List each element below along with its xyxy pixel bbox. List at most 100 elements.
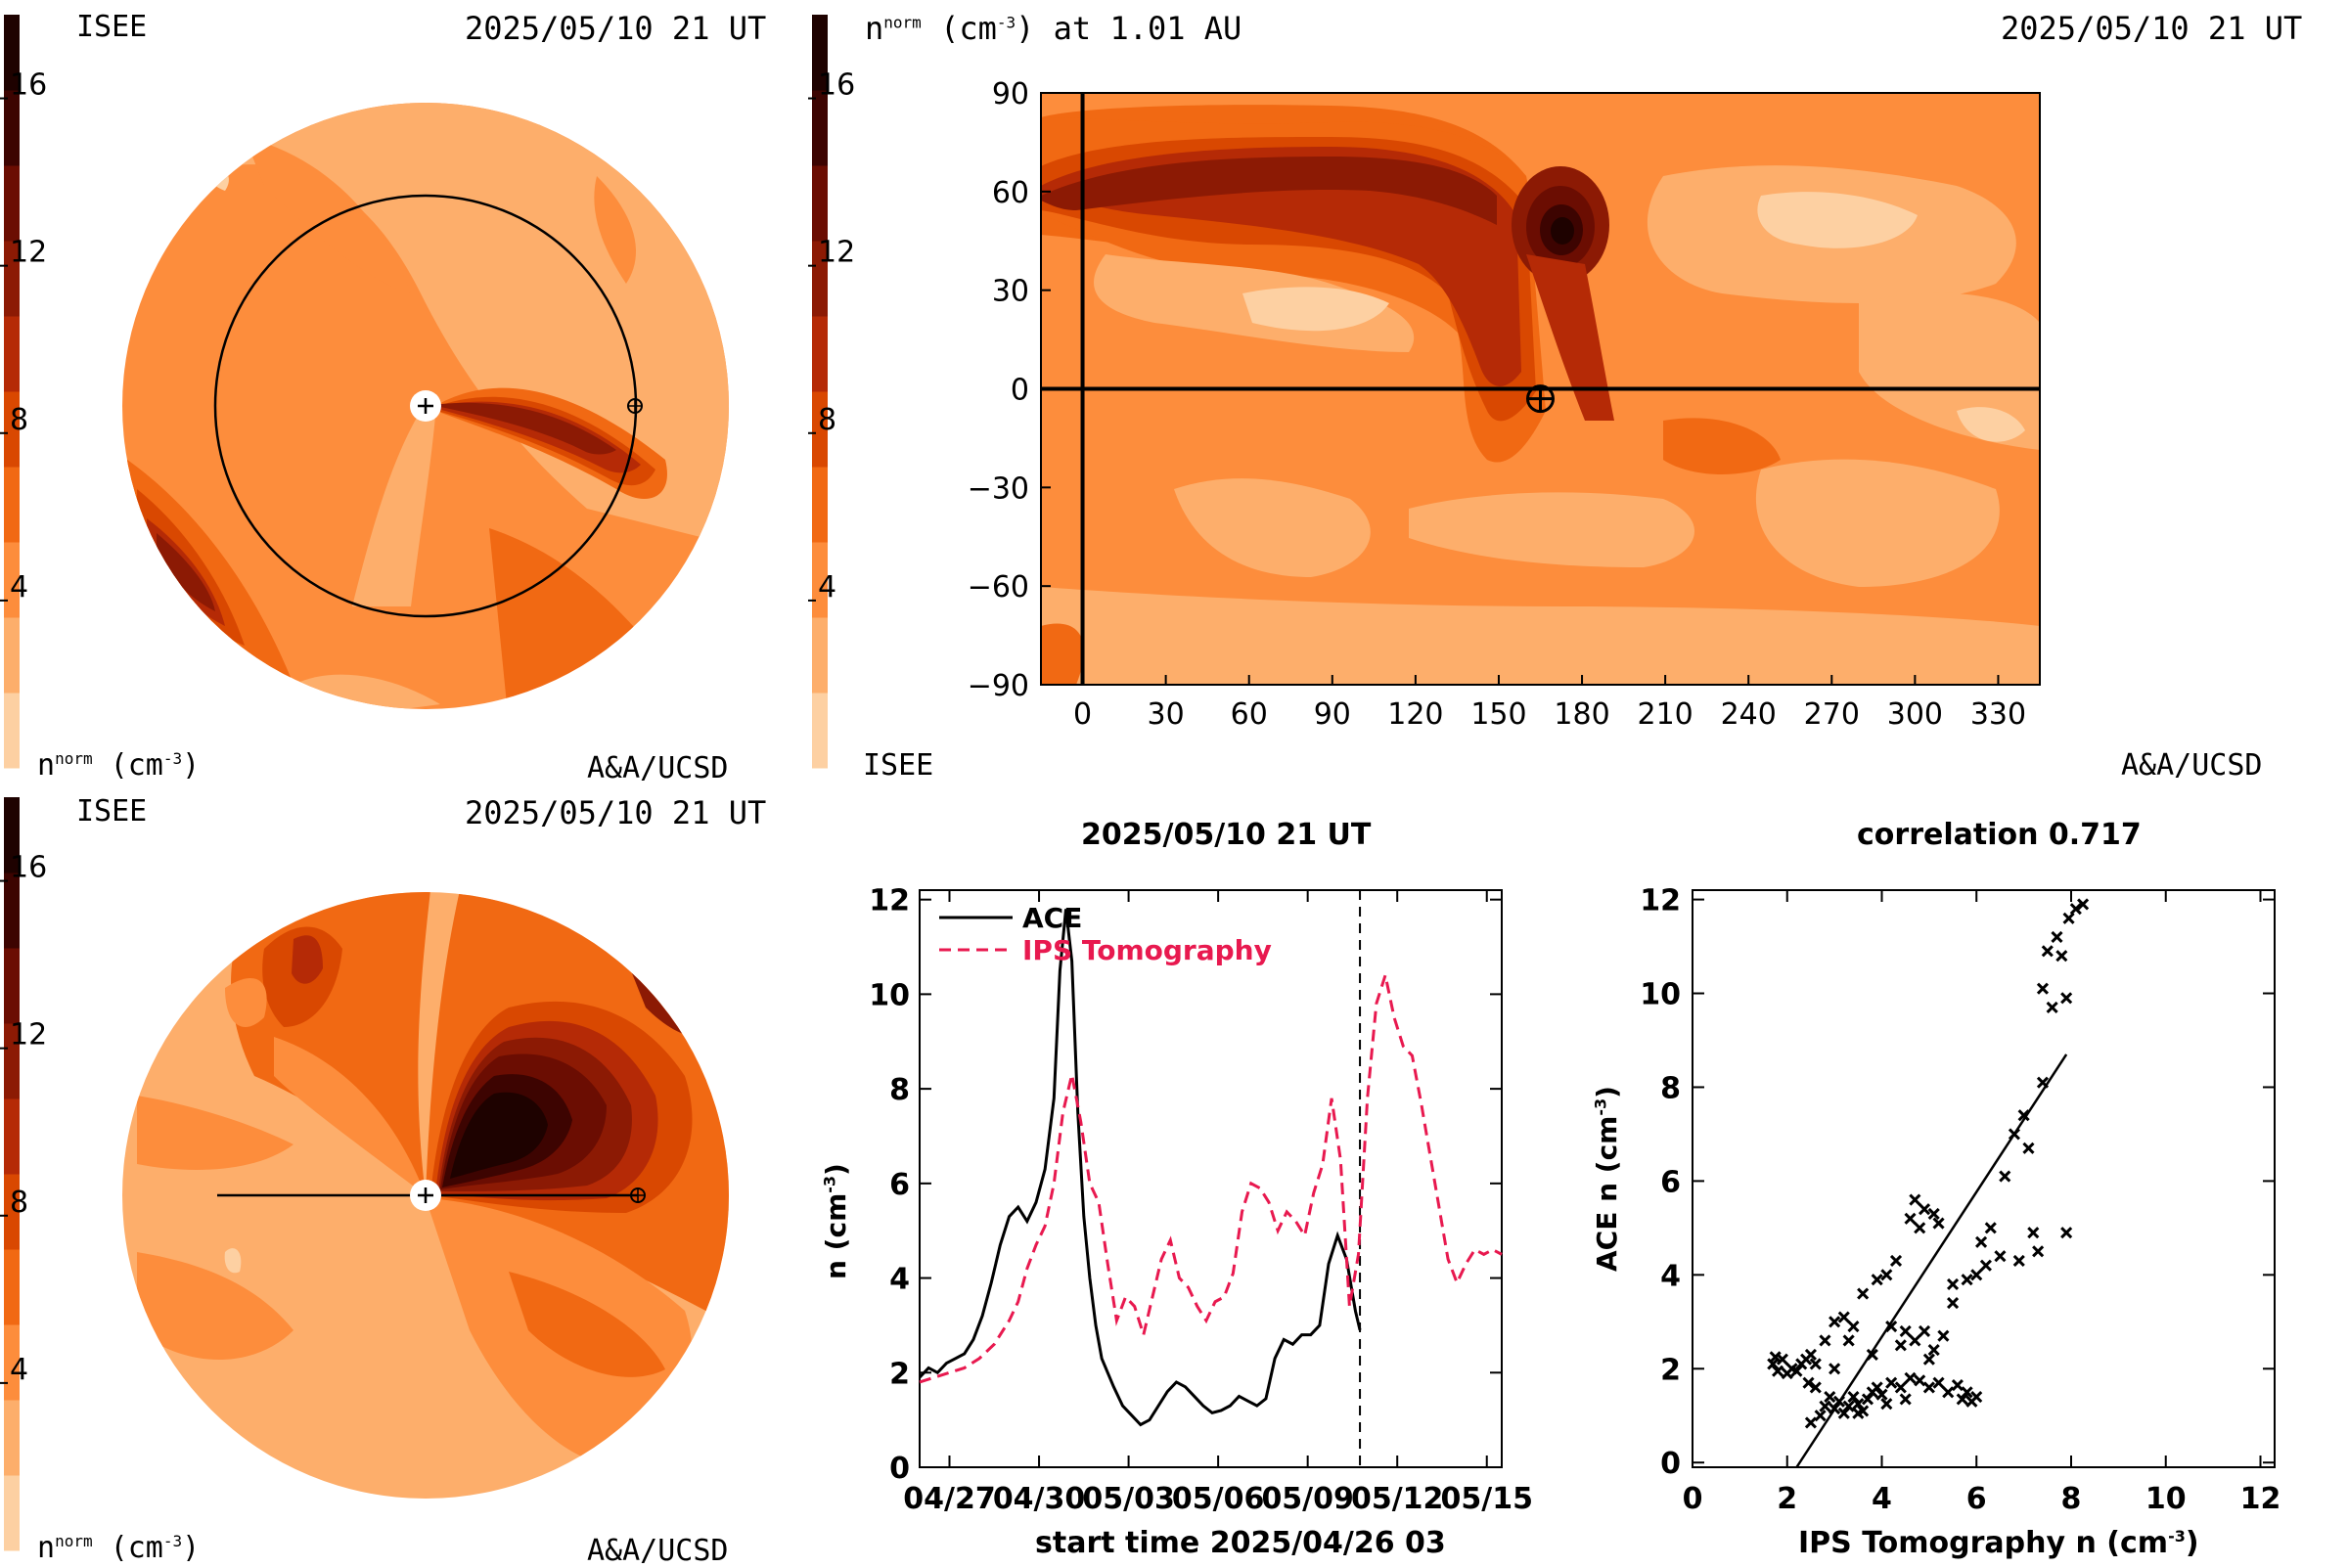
x-tick-label: 4 (1872, 1482, 1892, 1516)
x-tick-label: 240 (1721, 697, 1777, 732)
unit-norm-sup: norm (55, 749, 93, 768)
scatter-point (1922, 1353, 1935, 1366)
colorbar-segment (4, 693, 20, 769)
title-rest: ) at 1.01 AU (1016, 10, 1242, 47)
y-tick-label: 2 (889, 1357, 910, 1391)
colorbar-segment (812, 542, 828, 618)
colorbar-tick-label: 12 (818, 236, 855, 270)
y-tick-label: 90 (992, 77, 1029, 112)
scatter-point (1819, 1334, 1831, 1347)
lat-lon-map-panel: 4 8 12 16 0 30 60 90 1 (783, 0, 2348, 783)
y-tick-label: 6 (1660, 1165, 1681, 1199)
density-unit-label: nnorm (cm-3) (37, 1531, 200, 1565)
scatter-point (2069, 903, 2082, 916)
legend-label: IPS Tomography (1022, 934, 1272, 966)
scatter-point (2060, 1227, 2073, 1239)
scatter-point (1880, 1269, 1893, 1281)
colorbar-segment (4, 15, 20, 91)
y-tick-label: 0 (889, 1452, 910, 1486)
colorbar-tick-label: 8 (10, 403, 28, 437)
colorbar-segment (812, 15, 828, 91)
colorbar-segment (4, 617, 20, 694)
scatter-point (1932, 1376, 1945, 1389)
x-axis-label: start time 2025/04/26 03 (1035, 1526, 1446, 1560)
colorbar-tick-label: 4 (818, 570, 836, 605)
colorbar-segment (4, 90, 20, 166)
colorbar-segment (4, 1249, 20, 1325)
scatter-point (1829, 1363, 1841, 1375)
scatter-point (1824, 1390, 1836, 1404)
y-tick-label: 6 (889, 1168, 910, 1202)
scatter-point (1842, 1334, 1855, 1347)
scatter-point (1975, 1235, 1988, 1248)
y-axis-label: n (cm-3) (820, 1163, 852, 1279)
unit-close: ) (182, 1531, 201, 1565)
colorbar: 4 8 12 16 (0, 797, 47, 1551)
colorbar-tick-label: 16 (818, 68, 855, 103)
title-cm: (cm (921, 10, 997, 47)
earth-marker (627, 398, 643, 414)
x-tick-label: 05/03 (1082, 1482, 1174, 1516)
x-tick-label: 0 (1073, 697, 1092, 732)
scatter-point (1965, 1395, 1978, 1408)
scatter-point (2022, 1142, 2035, 1154)
colorbar-tick-label: 4 (10, 570, 28, 605)
credit-label: A&A/UCSD (587, 1534, 729, 1568)
colorbar-segment (812, 165, 828, 242)
y-tick-label: 8 (889, 1073, 910, 1107)
scatter-point (1946, 1297, 1960, 1310)
scatter-point (1942, 1386, 1955, 1399)
earth-cross (1527, 385, 1554, 412)
y-tick-label: 8 (1660, 1071, 1681, 1105)
scatter-point (1802, 1376, 1815, 1389)
scatter-point (1847, 1390, 1860, 1404)
meridional-view-panel: 4 8 12 16 (0, 783, 783, 1568)
scatter-point (1885, 1376, 1898, 1389)
y-tick-label: 12 (1640, 884, 1681, 918)
colorbar-segment (812, 241, 828, 317)
x-tick-label: 2 (1777, 1482, 1797, 1516)
x-tick-label: 04/27 (903, 1482, 995, 1516)
chart-title: correlation 0.717 (1857, 818, 2142, 852)
legend-label: ACE (1022, 902, 1082, 934)
scatter-point (2041, 945, 2054, 958)
x-tick-label: 6 (1966, 1482, 1987, 1516)
timeseries-svg: 0 2 4 6 8 10 12 04/2704/3005/0305/0605/0905/120… (869, 884, 1533, 1516)
colorbar-segment (4, 797, 20, 874)
scatter-point (1932, 1217, 1945, 1230)
scatter-point (1984, 1222, 1997, 1234)
isee-label: ISEE (863, 748, 934, 783)
timestamp: 2025/05/10 21 UT (465, 10, 767, 47)
x-tick-label: 180 (1554, 697, 1609, 732)
x-tick-label: 05/06 (1172, 1482, 1264, 1516)
colorbar-tick-label: 16 (10, 68, 47, 103)
unit-norm-sup: norm (55, 1532, 93, 1550)
x-tick-label: 05/12 (1351, 1482, 1443, 1516)
colorbar-segment (4, 542, 20, 618)
colorbar-segment (812, 693, 828, 769)
scatter-point (1857, 1287, 1870, 1300)
colorbar-segment (812, 90, 828, 166)
colorbar-tick-label: 12 (10, 1018, 47, 1053)
ylabel-sup: -3 (1591, 1098, 1610, 1116)
ecliptic-view-panel: 4 8 12 16 ISEE (0, 0, 783, 785)
credit-label: A&A/UCSD (587, 751, 729, 785)
timeseries-panel: 0 2 4 6 8 10 12 04/27 04/30 05/03 05/06 05/09 05/12 0… (783, 783, 1565, 1565)
colorbar-segment (812, 316, 828, 392)
plot-frame (1692, 889, 2276, 1468)
scatter-point (1970, 1269, 1983, 1281)
scatter-point (1866, 1348, 1878, 1361)
scatter-point (1809, 1358, 1822, 1370)
scatter-point (2062, 912, 2075, 924)
y-tick-label: 10 (869, 978, 910, 1012)
title-norm-sup: norm (883, 13, 922, 32)
x-tick-label: 30 (1148, 697, 1185, 732)
density-unit-label: nnorm (cm-3) (37, 748, 200, 783)
x-tick-label: 10 (2145, 1482, 2187, 1516)
scatter-point (1809, 1381, 1822, 1394)
map-title: nnorm (cm-3) at 1.01 AU (865, 10, 1242, 47)
x-tick-label: 270 (1804, 697, 1860, 732)
scatter-svg: 0 2 4 6 8 10 12 0 2 4 6 8 10 12 (1640, 884, 2280, 1516)
scatter-point (1847, 1321, 1860, 1333)
